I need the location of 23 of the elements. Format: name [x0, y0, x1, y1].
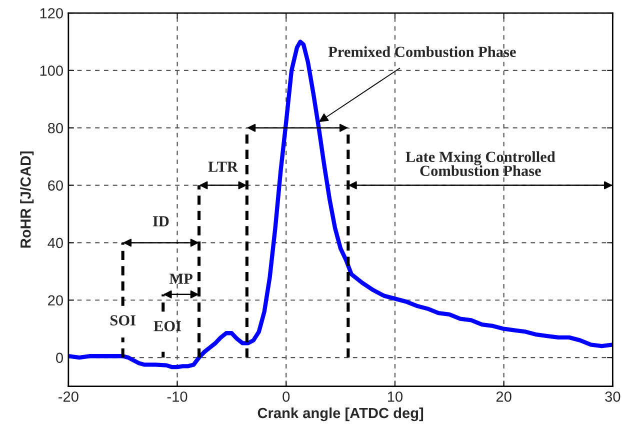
- y-tick-label: 20: [48, 295, 63, 306]
- x-tick-label: 10: [388, 392, 403, 402]
- x-tick-label: 0: [282, 392, 290, 402]
- annotation: LTR: [208, 162, 238, 172]
- y-tick-label: 100: [40, 66, 63, 76]
- y-tick-label: 0: [56, 352, 63, 363]
- x-tick-label: -10: [167, 392, 188, 402]
- y-tick-label: 120: [40, 8, 63, 18]
- y-tick-label: 60: [48, 180, 63, 191]
- line-series: [68, 40, 613, 370]
- x-axis-title: Crank angle [ATDC deg]: [258, 407, 424, 422]
- annotation: Premixed Combustion Phase: [328, 46, 516, 58]
- annotation: MP: [169, 274, 193, 284]
- annotation: ID: [152, 216, 169, 226]
- annotation: Late Mxing Controlled Combustion Phase: [406, 151, 556, 176]
- y-tick-label: 80: [48, 122, 63, 134]
- annotation: SOI: [110, 315, 136, 326]
- x-tick-label: 30: [605, 392, 620, 402]
- y-tick-label: 40: [48, 238, 63, 248]
- x-tick-label: -20: [58, 392, 78, 402]
- y-axis-title: RoHR [J/CAD]: [20, 151, 34, 248]
- annotation: EOI: [154, 320, 181, 332]
- x-tick-label: 20: [496, 392, 512, 402]
